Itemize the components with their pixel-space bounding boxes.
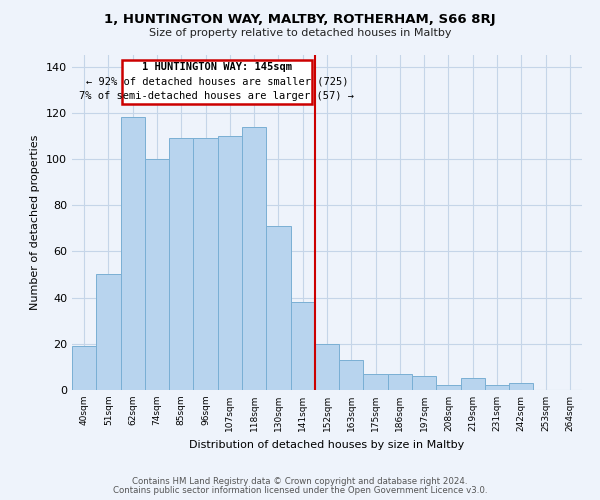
Text: 1, HUNTINGTON WAY, MALTBY, ROTHERHAM, S66 8RJ: 1, HUNTINGTON WAY, MALTBY, ROTHERHAM, S6… xyxy=(104,12,496,26)
Text: Size of property relative to detached houses in Maltby: Size of property relative to detached ho… xyxy=(149,28,451,38)
Bar xyxy=(315,344,339,390)
Text: Contains HM Land Registry data © Crown copyright and database right 2024.: Contains HM Land Registry data © Crown c… xyxy=(132,477,468,486)
Bar xyxy=(388,374,412,390)
Bar xyxy=(96,274,121,390)
Bar xyxy=(218,136,242,390)
Bar xyxy=(364,374,388,390)
X-axis label: Distribution of detached houses by size in Maltby: Distribution of detached houses by size … xyxy=(190,440,464,450)
Bar xyxy=(290,302,315,390)
Bar xyxy=(242,126,266,390)
Bar xyxy=(485,386,509,390)
Bar xyxy=(169,138,193,390)
Bar xyxy=(145,159,169,390)
Bar xyxy=(461,378,485,390)
Bar xyxy=(412,376,436,390)
FancyBboxPatch shape xyxy=(122,60,312,104)
Text: 1 HUNTINGTON WAY: 145sqm: 1 HUNTINGTON WAY: 145sqm xyxy=(142,62,292,72)
Text: Contains public sector information licensed under the Open Government Licence v3: Contains public sector information licen… xyxy=(113,486,487,495)
Bar xyxy=(72,346,96,390)
Bar xyxy=(509,383,533,390)
Text: 7% of semi-detached houses are larger (57) →: 7% of semi-detached houses are larger (5… xyxy=(79,91,355,101)
Y-axis label: Number of detached properties: Number of detached properties xyxy=(31,135,40,310)
Text: ← 92% of detached houses are smaller (725): ← 92% of detached houses are smaller (72… xyxy=(86,76,348,86)
Bar xyxy=(339,360,364,390)
Bar xyxy=(121,118,145,390)
Bar xyxy=(266,226,290,390)
Bar xyxy=(436,386,461,390)
Bar xyxy=(193,138,218,390)
